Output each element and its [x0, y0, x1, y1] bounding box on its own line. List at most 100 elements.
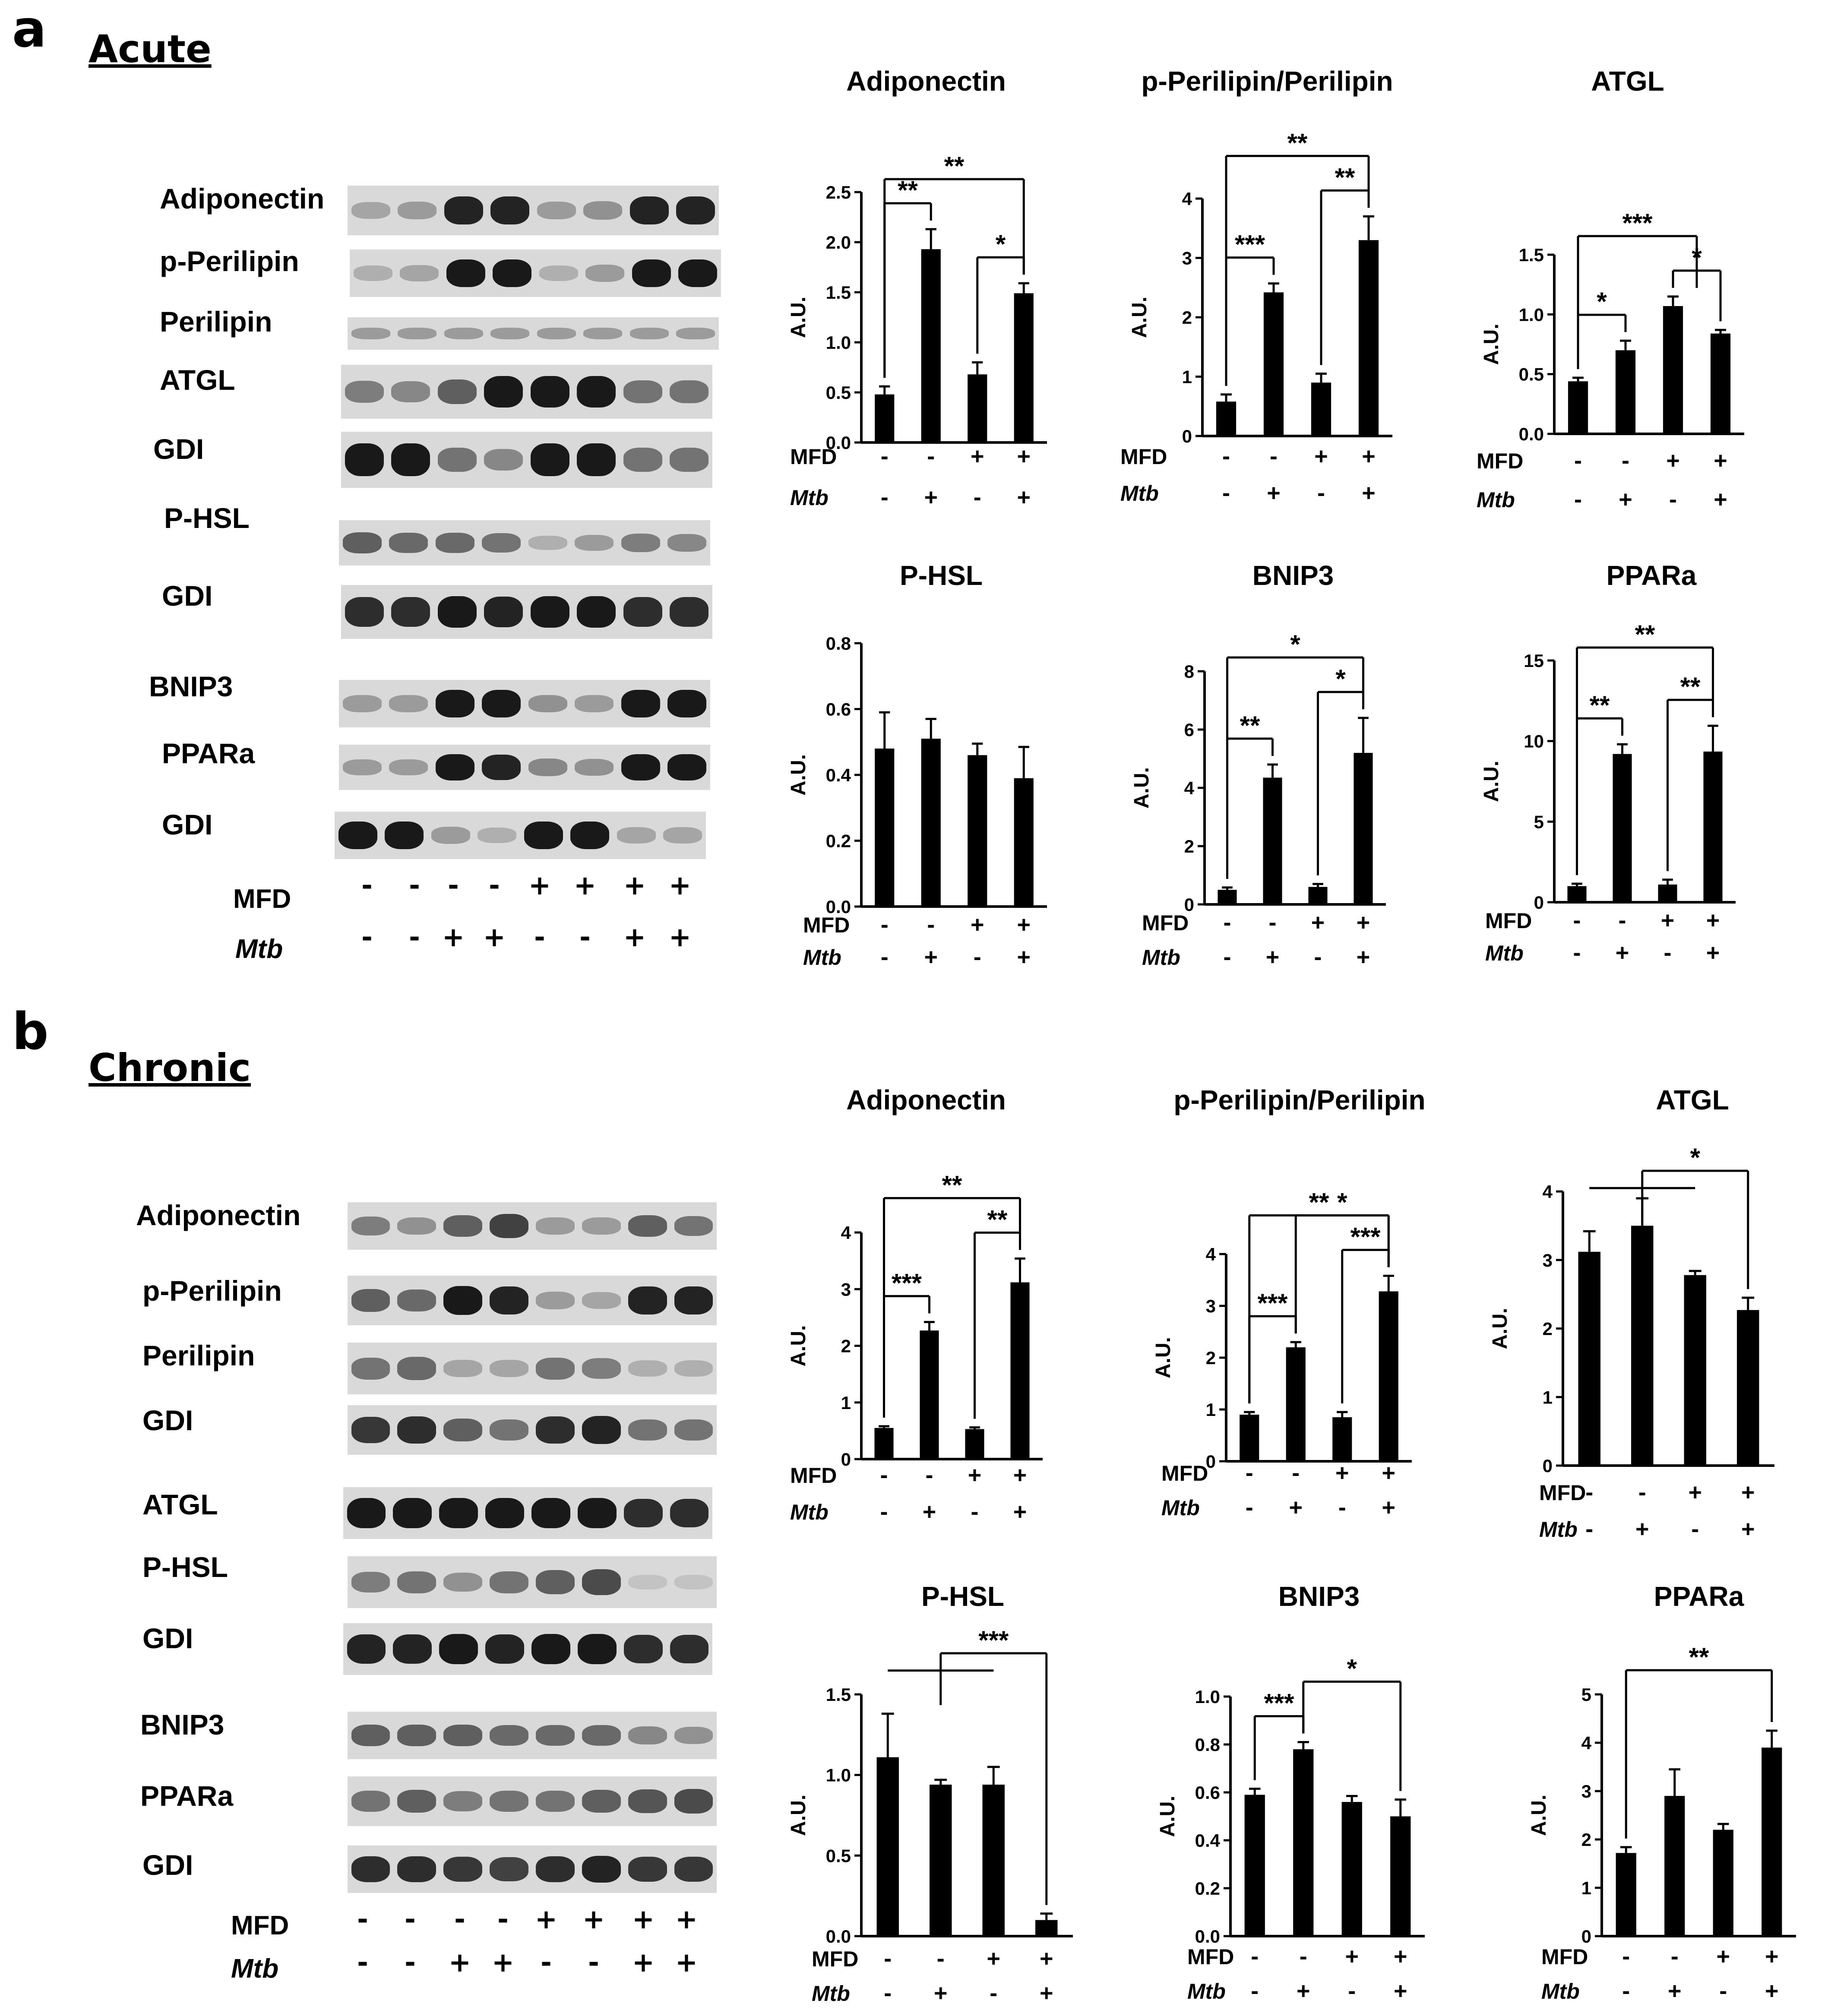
blot-strip: [341, 365, 712, 419]
y-tick-label: 0.2: [1195, 1878, 1220, 1899]
blot-band: [490, 1857, 528, 1882]
group-row-label: MFD: [1539, 1481, 1586, 1505]
group-sign: -: [1314, 944, 1322, 970]
bar: [875, 749, 895, 907]
group-sign: -: [1669, 487, 1677, 512]
bar: [930, 1785, 952, 1936]
bar: [1567, 886, 1587, 902]
blot-band: [674, 1286, 713, 1315]
blot-band: [490, 1791, 528, 1812]
group-sign: +: [1017, 912, 1031, 938]
treatment-sign: +: [669, 869, 691, 901]
bar: [1286, 1347, 1306, 1461]
bar-chart: P-HSL A.U. 0.0 0.2 0.4 0.6 0.8 MFD - - + + Mtb - + - +: [787, 560, 1047, 970]
bar: [1710, 333, 1731, 434]
group-sign: -: [881, 484, 889, 510]
sig-label: *: [1690, 1143, 1701, 1172]
blot-label: GDI: [142, 1849, 193, 1881]
chart-title: ATGL: [1591, 66, 1664, 97]
treatment-sign: -: [579, 921, 591, 953]
group-sign: +: [1362, 480, 1376, 506]
blot-band: [583, 328, 623, 339]
treatment-sign: +: [574, 869, 596, 901]
blot-band: [444, 328, 483, 339]
y-axis-label: A.U.: [1156, 1796, 1179, 1837]
blot-band: [670, 448, 709, 472]
group-sign: -: [937, 1946, 945, 1972]
treatment-sign: +: [623, 869, 646, 901]
y-tick-label: 0.4: [1195, 1830, 1221, 1851]
chart-title: P-HSL: [921, 1581, 1004, 1612]
bar: [965, 1429, 984, 1459]
blot-band: [437, 596, 477, 628]
y-tick-label: 0.5: [826, 1845, 851, 1866]
blot-band: [397, 1856, 436, 1883]
blot-band: [585, 265, 625, 282]
blot-label: Adiponectin: [160, 183, 325, 215]
y-tick-label: 0: [1543, 1456, 1553, 1476]
treatment-sign: +: [582, 1903, 605, 1935]
group-sign: +: [1362, 443, 1376, 469]
y-axis-label: A.U.: [1152, 1337, 1175, 1378]
blot-band: [490, 1359, 528, 1378]
y-tick-label: 1.5: [826, 282, 851, 303]
blot-band: [570, 821, 610, 850]
blot-band: [443, 1419, 483, 1441]
treatment-sign: +: [492, 1946, 514, 1978]
blot-strip: [348, 186, 719, 235]
group-sign: -: [1269, 910, 1277, 935]
sig-label: *: [1290, 630, 1300, 659]
treatment-sign: +: [675, 1903, 698, 1935]
sig-label: ***: [892, 1268, 922, 1297]
blot-band: [582, 1358, 621, 1379]
treatment-sign: +: [442, 921, 465, 953]
blot-band: [676, 328, 715, 339]
y-tick-label: 4: [1182, 189, 1192, 209]
y-axis-label: A.U.: [787, 1795, 810, 1836]
blot-band: [528, 695, 567, 713]
y-tick-label: 4: [1206, 1244, 1216, 1264]
blot-band: [397, 1289, 436, 1311]
section-title-acute: Acute: [89, 27, 212, 71]
blot-band: [439, 1634, 478, 1664]
treatment-sign: -: [541, 1946, 552, 1978]
y-axis-label: A.U.: [1130, 767, 1153, 809]
treatment-sign: -: [405, 1903, 416, 1935]
group-sign: +: [1017, 443, 1031, 469]
sig-label: **: [1680, 672, 1701, 701]
y-tick-label: 0.8: [1195, 1735, 1220, 1755]
bar: [1354, 753, 1373, 904]
blot-band: [623, 1499, 663, 1527]
treatment-sign: -: [361, 869, 373, 901]
bar-chart: p-Perilipin/Perilipin A.U. 0 1 2 3 4 MFD - - + + Mtb…: [1152, 1084, 1426, 1520]
blot-band: [530, 376, 569, 408]
blot-strip: [348, 1343, 717, 1394]
blot-strip: [348, 1405, 717, 1455]
blot-band: [351, 1791, 390, 1812]
blot-band: [345, 597, 384, 627]
blot-band: [623, 1635, 663, 1663]
group-sign: -: [1638, 1479, 1646, 1505]
bar: [874, 1428, 894, 1459]
blot-band: [493, 259, 532, 288]
blot-band: [676, 196, 715, 224]
blot-band: [674, 1419, 713, 1441]
blot-label: Adiponectin: [136, 1199, 301, 1231]
group-sign: +: [1706, 940, 1720, 966]
bar: [1263, 777, 1282, 904]
sig-label: ***: [1264, 1688, 1294, 1717]
group-sign: -: [1574, 448, 1582, 474]
group-row-label: Mtb: [790, 1500, 829, 1524]
group-sign: -: [1251, 1978, 1259, 2004]
blot-band: [482, 533, 521, 553]
chart-title: Adiponectin: [846, 66, 1006, 97]
blot-strip: [339, 520, 710, 566]
treatment-sign: +: [632, 1903, 655, 1935]
treatment-row-label: Mtb: [231, 1954, 279, 1984]
group-sign: -: [1338, 1495, 1346, 1520]
sig-label: **: [1287, 128, 1308, 157]
bar-chart: p-Perilipin/Perilipin A.U. 0 1 2 3 4 MFD - - + + Mtb…: [1120, 66, 1393, 506]
blot-band: [443, 1572, 483, 1592]
